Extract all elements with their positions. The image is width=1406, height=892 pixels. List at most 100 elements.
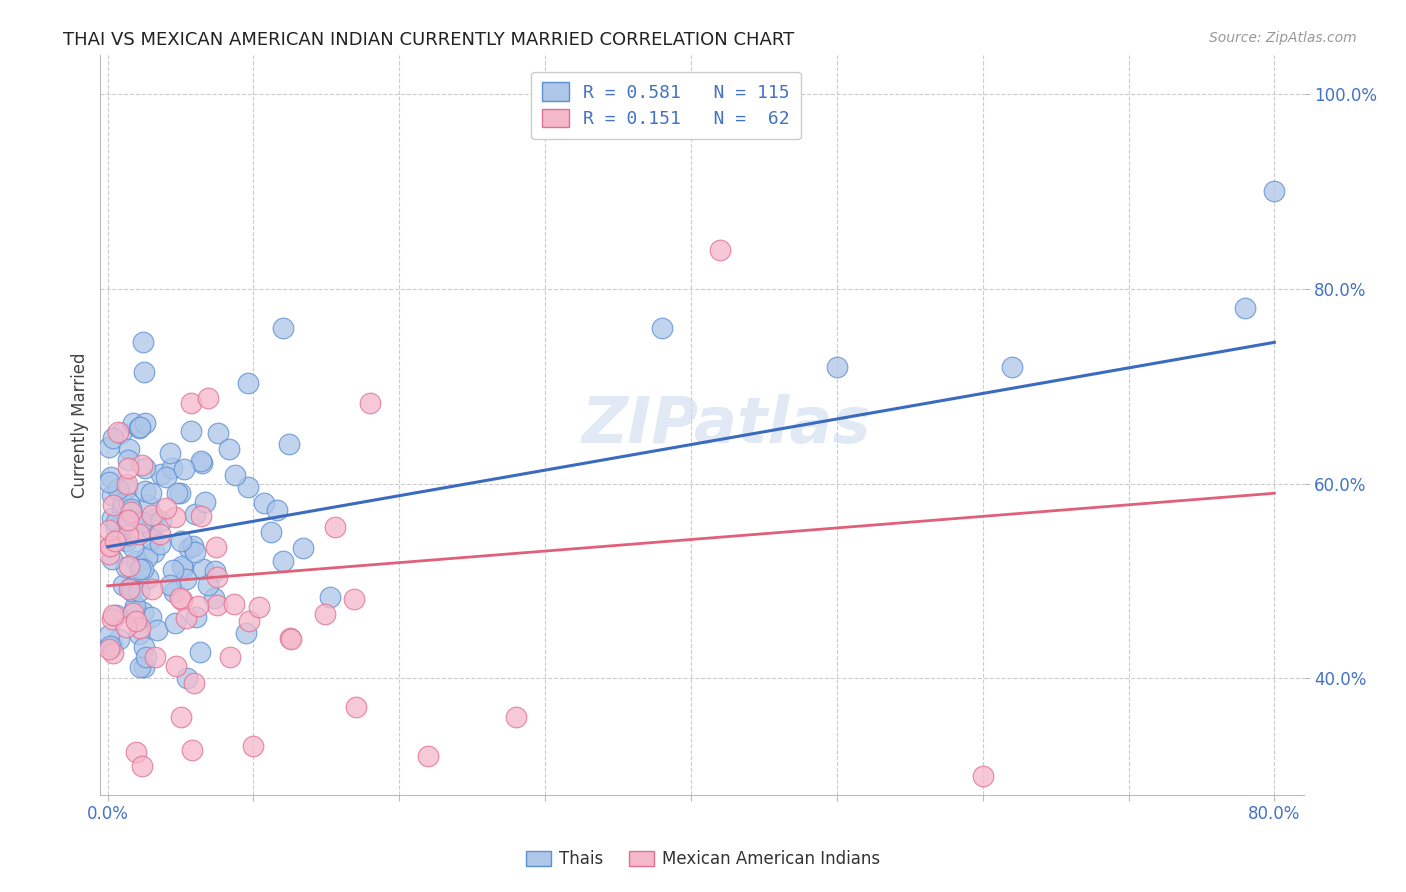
- Point: [98, 539, 121, 553]
- Point: [118, 558, 141, 573]
- Point: [159, 446, 181, 460]
- Point: [194, 495, 217, 509]
- Point: [112, 496, 135, 510]
- Point: [128, 526, 150, 541]
- Point: [183, 675, 205, 690]
- Point: [172, 560, 194, 574]
- Point: [174, 611, 197, 625]
- Point: [132, 640, 155, 655]
- Point: [98, 641, 121, 656]
- Point: [110, 425, 132, 440]
- Point: [169, 591, 191, 606]
- Point: [181, 540, 204, 554]
- Point: [218, 650, 240, 665]
- Point: [111, 501, 134, 516]
- Point: [114, 619, 136, 633]
- Point: [190, 509, 212, 524]
- Point: [135, 649, 157, 664]
- Point: [236, 376, 259, 390]
- Point: [115, 516, 138, 531]
- Point: [180, 395, 202, 409]
- Point: [143, 545, 166, 559]
- Point: [235, 626, 257, 640]
- Point: [242, 739, 264, 754]
- Point: [148, 526, 170, 541]
- Point: [236, 480, 259, 494]
- Legend: Thais, Mexican American Indians: Thais, Mexican American Indians: [519, 844, 887, 875]
- Point: [132, 335, 155, 350]
- Point: [146, 623, 169, 637]
- Point: [1263, 185, 1285, 199]
- Point: [183, 545, 205, 559]
- Point: [709, 243, 731, 257]
- Point: [103, 646, 125, 660]
- Point: [98, 441, 121, 455]
- Point: [107, 483, 129, 497]
- Point: [105, 516, 128, 530]
- Point: [104, 521, 127, 535]
- Point: [172, 593, 194, 607]
- Point: [176, 671, 198, 685]
- Point: [155, 501, 177, 516]
- Point: [124, 599, 146, 613]
- Point: [271, 554, 294, 568]
- Point: [100, 470, 122, 484]
- Point: [105, 532, 128, 546]
- Point: [165, 659, 187, 673]
- Point: [169, 486, 191, 500]
- Text: Source: ZipAtlas.com: Source: ZipAtlas.com: [1209, 31, 1357, 45]
- Text: ZIPatlas: ZIPatlas: [581, 394, 870, 456]
- Point: [101, 511, 124, 525]
- Point: [173, 462, 195, 476]
- Point: [155, 469, 177, 483]
- Point: [101, 498, 124, 512]
- Point: [224, 468, 246, 483]
- Point: [136, 570, 159, 584]
- Point: [139, 532, 162, 546]
- Point: [177, 541, 200, 555]
- Point: [278, 631, 301, 645]
- Point: [165, 510, 187, 524]
- Point: [825, 359, 848, 374]
- Point: [224, 597, 246, 611]
- Point: [197, 391, 219, 405]
- Point: [115, 560, 138, 574]
- Point: [319, 590, 342, 604]
- Point: [136, 549, 159, 564]
- Point: [163, 585, 186, 599]
- Point: [117, 453, 139, 467]
- Point: [125, 614, 148, 628]
- Point: [253, 496, 276, 510]
- Point: [101, 488, 124, 502]
- Point: [266, 503, 288, 517]
- Point: [187, 599, 209, 614]
- Point: [271, 320, 294, 334]
- Point: [176, 572, 198, 586]
- Point: [107, 425, 129, 439]
- Point: [134, 460, 156, 475]
- Point: [139, 485, 162, 500]
- Point: [159, 577, 181, 591]
- Point: [104, 607, 127, 622]
- Point: [142, 512, 165, 526]
- Point: [98, 475, 121, 490]
- Point: [118, 581, 141, 595]
- Point: [122, 603, 145, 617]
- Point: [202, 591, 225, 606]
- Point: [169, 710, 191, 724]
- Point: [124, 513, 146, 527]
- Point: [115, 533, 138, 548]
- Point: [143, 649, 166, 664]
- Point: [150, 514, 173, 528]
- Text: THAI VS MEXICAN AMERICAN INDIAN CURRENTLY MARRIED CORRELATION CHART: THAI VS MEXICAN AMERICAN INDIAN CURRENTL…: [63, 31, 794, 49]
- Point: [207, 426, 229, 441]
- Point: [247, 599, 270, 614]
- Point: [184, 610, 207, 624]
- Point: [204, 540, 226, 554]
- Point: [134, 416, 156, 430]
- Point: [129, 621, 152, 635]
- Point: [117, 477, 139, 491]
- Point: [139, 610, 162, 624]
- Point: [238, 614, 260, 628]
- Point: [117, 460, 139, 475]
